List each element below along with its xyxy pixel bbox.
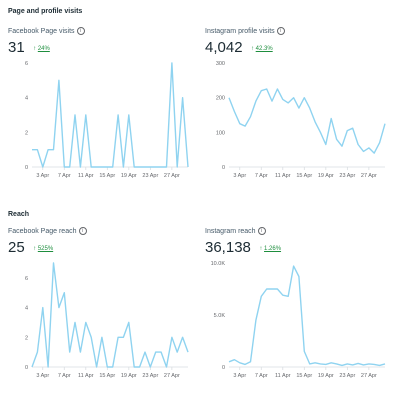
y-tick-label: 6 [25,276,28,282]
change-percent[interactable]: 1.26% [264,246,282,252]
x-tick-label: 3 Apr [36,173,49,179]
metric-value: 31 [8,39,25,56]
x-tick-label: 3 Apr [36,373,49,379]
x-tick-label: 27 Apr [164,173,180,179]
x-tick-label: 27 Apr [361,173,377,179]
x-tick-label: 11 Apr [78,373,94,379]
metric-change: ↑ 1.26% [259,246,281,252]
x-tick-label: 7 Apr [58,173,71,179]
y-tick-label: 10.0K [211,261,226,267]
x-tick-label: 15 Apr [296,173,312,179]
x-tick-label: 23 Apr [339,173,355,179]
info-icon[interactable]: i [257,227,266,235]
series-line [32,62,189,168]
y-tick-label: 0 [222,365,225,371]
metric-value: 36,138 [205,239,251,256]
card-title: Facebook Page reach [8,228,77,235]
x-tick-label: 23 Apr [142,373,158,379]
section-title-page-and-profile-visits: Page and profile visits [8,8,83,15]
x-tick-label: 15 Apr [296,373,312,379]
x-tick-label: 3 Apr [233,173,246,179]
y-tick-label: 5.0K [214,313,226,319]
x-tick-label: 19 Apr [318,173,334,179]
y-tick-label: 200 [216,96,225,102]
card-title: Instagram reach [205,228,256,235]
series-line [228,265,386,367]
facebook-page-reach-card: Facebook Page reach i 25 ↑ 525% 0 2 4 6 3 Apr… [8,227,200,407]
metric-value: 25 [8,239,25,256]
x-tick-label: 15 Apr [99,373,115,379]
metric-value: 4,042 [205,39,243,56]
y-tick-label: 300 [216,61,225,67]
y-tick-label: 2 [25,130,28,136]
instagram-reach-chart: 0 5.0K 10.0K 3 Apr 7 Apr 11 Apr 15 Apr 19 Apr 23… [211,261,386,379]
y-tick-label: 4 [25,306,28,312]
x-tick-label: 11 Apr [275,373,291,379]
up-arrow-icon: ↑ [33,246,37,252]
instagram-reach-card: Instagram reach i 36,138 ↑ 1.26% 0 5.0K 10.… [205,227,397,407]
up-arrow-icon: ↑ [251,46,254,52]
card-title: Instagram profile visits [205,28,275,35]
x-tick-label: 27 Apr [361,373,377,379]
x-tick-label: 19 Apr [121,373,137,379]
x-tick-label: 11 Apr [275,173,291,179]
y-tick-label: 0 [25,165,28,171]
x-tick-label: 23 Apr [339,373,355,379]
instagram-profile-visits-chart: 0 100 200 300 3 Apr 7 Apr 11 Apr 15 Apr 19 Apr 23… [216,61,386,179]
y-tick-label: 6 [25,61,28,67]
x-tick-label: 7 Apr [255,173,268,179]
x-tick-label: 7 Apr [58,373,71,379]
x-tick-label: 7 Apr [255,373,268,379]
x-tick-label: 23 Apr [142,173,158,179]
metric-change: ↑ 42.3% [251,46,273,52]
y-tick-label: 0 [222,165,225,171]
y-tick-label: 0 [25,365,28,371]
facebook-page-visits-chart: 0 2 4 6 3 Apr 7 Apr 11 Apr 15 Apr 19 Apr 23 Apr 27… [25,61,189,179]
series-line [31,262,189,368]
change-percent[interactable]: 24% [37,46,50,52]
info-icon[interactable]: i [78,227,87,235]
x-tick-label: 19 Apr [121,173,137,179]
metric-change: ↑ 24% [33,46,50,52]
series-line [228,88,386,154]
facebook-page-reach-chart: 0 2 4 6 3 Apr 7 Apr 11 Apr 15 Apr 19 Apr 23 Apr 27… [25,262,189,379]
info-icon[interactable]: i [276,27,285,35]
x-tick-label: 3 Apr [233,373,246,379]
x-tick-label: 27 Apr [164,373,180,379]
up-arrow-icon: ↑ [259,246,263,252]
x-tick-label: 19 Apr [318,373,334,379]
change-percent[interactable]: 42.3% [255,46,273,52]
metric-change: ↑ 525% [33,246,53,252]
x-tick-label: 11 Apr [78,173,94,179]
x-tick-label: 15 Apr [99,173,115,179]
facebook-page-visits-card: Facebook Page visits i 31 ↑ 24% 0 2 4 6 3 Apr… [8,27,200,207]
up-arrow-icon: ↑ [33,46,37,52]
change-percent[interactable]: 525% [37,246,54,252]
y-tick-label: 100 [216,130,225,136]
y-tick-label: 2 [25,335,28,341]
y-tick-label: 4 [25,96,28,102]
card-title: Facebook Page visits [8,28,75,35]
instagram-profile-visits-card: Instagram profile visits i 4,042 ↑ 42.3% … [205,27,397,207]
info-icon[interactable]: i [76,27,85,35]
section-title-reach: Reach [8,211,30,218]
